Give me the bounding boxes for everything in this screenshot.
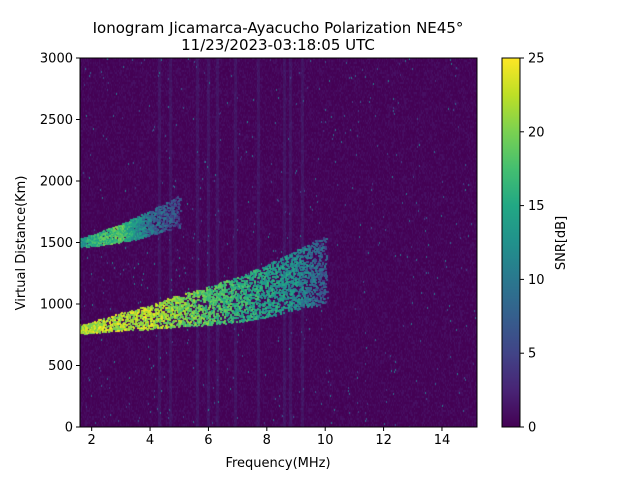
colorbar-tick-label: 10 xyxy=(528,273,545,288)
colorbar: 0 5 10 15 20 25 SNR[dB] xyxy=(501,52,569,436)
x-axis-ticks: 2 4 6 8 10 12 14 xyxy=(88,427,451,448)
plot-area: 2 4 6 8 10 12 14 0 500 1000 1500 2000 2500 3000 xyxy=(40,52,478,448)
colorbar-tick-label: 5 xyxy=(528,347,536,362)
x-tick-label: 4 xyxy=(146,433,154,448)
y-tick-label: 2000 xyxy=(40,175,73,190)
y-tick-label: 3000 xyxy=(40,52,73,67)
colorbar-tick-label: 15 xyxy=(528,199,545,214)
x-tick-label: 6 xyxy=(204,433,212,448)
colorbar-tick-label: 20 xyxy=(528,125,545,140)
heatmap-layer xyxy=(80,58,477,427)
chart-subtitle: 11/23/2023-03:18:05 UTC xyxy=(181,36,375,54)
y-tick-label: 1000 xyxy=(40,298,73,313)
x-tick-label: 8 xyxy=(263,433,271,448)
x-tick-label: 10 xyxy=(317,433,334,448)
chart-title: Ionogram Jicamarca-Ayacucho Polarization… xyxy=(93,19,464,37)
y-axis-ticks: 0 500 1000 1500 2000 2500 3000 xyxy=(40,52,80,436)
colorbar-label: SNR[dB] xyxy=(554,216,569,270)
x-axis-label: Frequency(MHz) xyxy=(225,456,330,471)
x-tick-label: 14 xyxy=(434,433,451,448)
y-tick-label: 500 xyxy=(48,359,73,374)
y-axis-label: Virtual Distance(Km) xyxy=(14,176,29,311)
y-tick-label: 1500 xyxy=(40,236,73,251)
colorbar-ticks: 0 5 10 15 20 25 xyxy=(520,52,545,436)
colorbar-scale xyxy=(501,57,521,428)
x-tick-label: 2 xyxy=(88,433,96,448)
x-tick-label: 12 xyxy=(375,433,392,448)
ionogram-heatmap-image xyxy=(80,58,477,427)
colorbar-tick-label: 0 xyxy=(528,421,536,436)
colorbar-tick-label: 25 xyxy=(528,52,545,67)
y-tick-label: 2500 xyxy=(40,113,73,128)
y-tick-label: 0 xyxy=(65,421,73,436)
